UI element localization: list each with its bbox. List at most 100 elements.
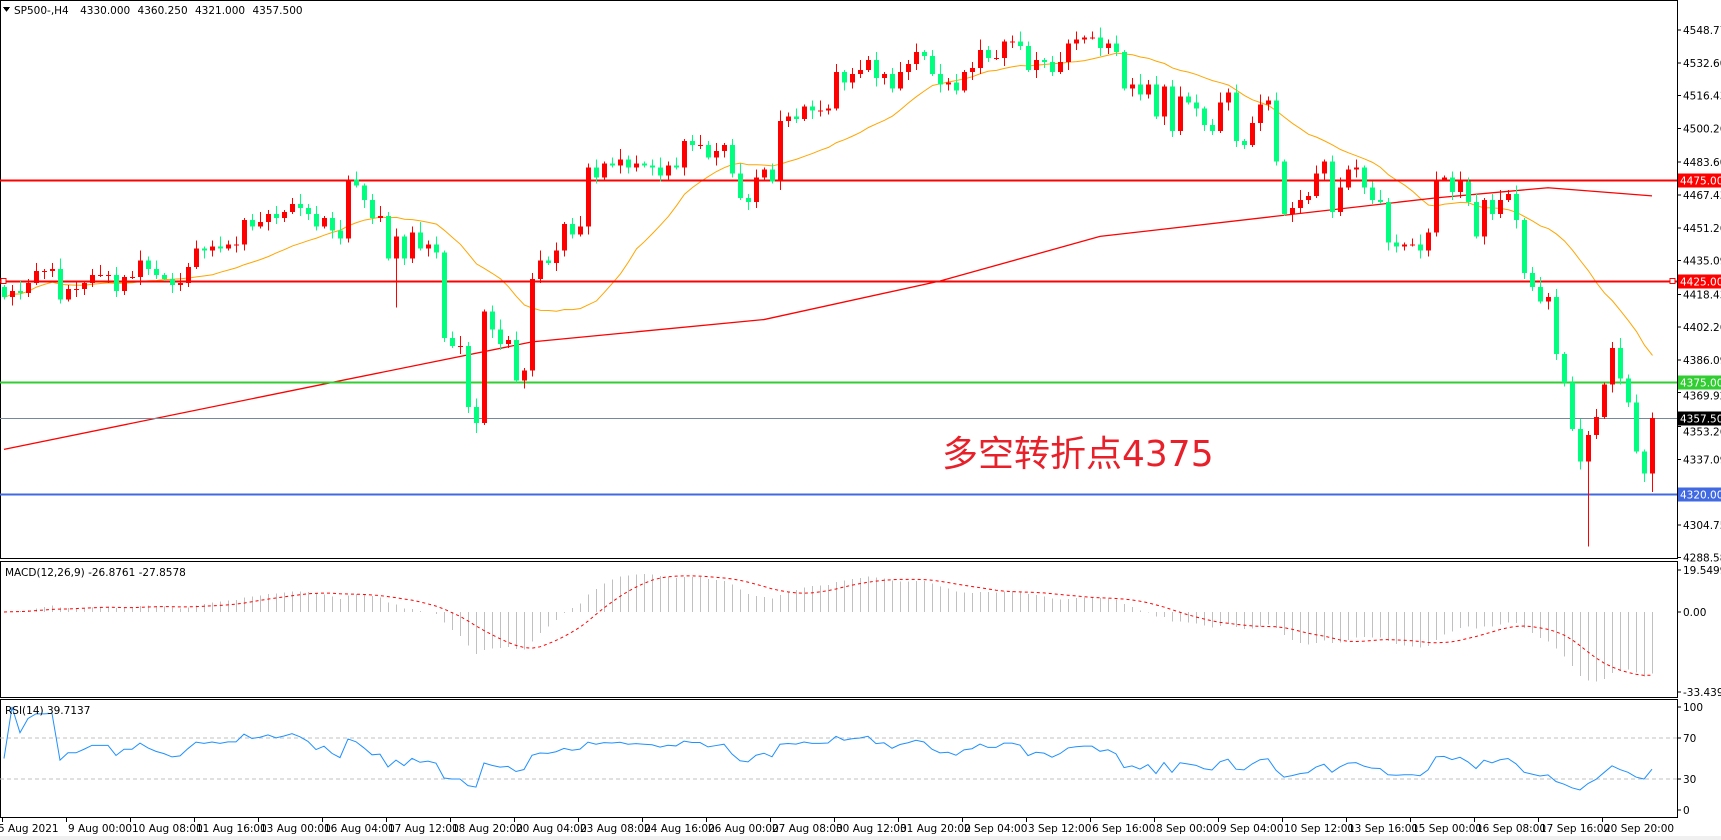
candle-body [1154, 84, 1159, 117]
candle [114, 266, 119, 298]
candle [866, 55, 871, 73]
candle-body [346, 179, 351, 239]
candle [266, 210, 271, 231]
time-tick-label: 20 Sep 20:00 [1604, 823, 1674, 835]
candle [634, 155, 639, 172]
price-tag [1678, 173, 1721, 188]
rsi-pane[interactable]: RSI(14) 39.7137 [0, 699, 1678, 818]
candle-body [394, 236, 399, 259]
candle [1026, 41, 1031, 73]
candle [1042, 57, 1047, 69]
macd-pane[interactable]: MACD(12,26,9) -26.8761 -27.8578 [0, 561, 1678, 698]
price-tag-label: 4320.000 [1680, 490, 1721, 502]
candle-body [610, 163, 615, 166]
candle [1554, 289, 1559, 361]
candle [1386, 197, 1391, 251]
candle [1642, 449, 1647, 482]
candle [826, 104, 831, 115]
macd-pane-border [0, 561, 1678, 698]
time-tick-label: 15 Sep 00:00 [1412, 823, 1482, 835]
fast-moving-average-line [4, 52, 1653, 356]
header-open: 4330.000 [80, 5, 130, 17]
candle [1050, 55, 1055, 77]
candle-body [1442, 177, 1447, 180]
candle [1578, 418, 1583, 470]
candle-body [50, 268, 55, 271]
candle-body [1562, 354, 1567, 383]
candle [762, 167, 767, 182]
candle [314, 205, 319, 231]
candle-body [58, 268, 63, 300]
candle-body [666, 165, 671, 176]
candle [802, 104, 807, 121]
candle [1146, 80, 1151, 99]
candle [946, 78, 951, 91]
candle [194, 240, 199, 269]
candle-body [186, 266, 191, 284]
candle [1258, 94, 1263, 131]
candle [418, 222, 423, 251]
time-tick-label: 2 Sep 04:00 [964, 823, 1027, 835]
candle [546, 256, 551, 265]
candle [1602, 382, 1607, 419]
candle-body [1650, 417, 1655, 474]
candle [234, 236, 239, 253]
candle [666, 161, 671, 180]
candle-body [890, 74, 895, 89]
time-tick-label: 24 Aug 16:00 [644, 823, 715, 835]
candle-body [778, 120, 783, 182]
candle-body [578, 226, 583, 235]
candle [298, 193, 303, 217]
candle [274, 205, 279, 225]
candle-body [1578, 429, 1583, 462]
price-tick-label: 4467.430 [1683, 190, 1721, 202]
candle [794, 108, 799, 123]
candle-body [730, 145, 735, 174]
candle [570, 218, 575, 239]
candle [1010, 35, 1015, 48]
annotation-text: 多空转折点4375 [942, 434, 1214, 475]
collapse-triangle-icon[interactable] [3, 7, 10, 12]
candle-body [354, 179, 359, 186]
candle-body [946, 82, 951, 85]
candle-body [682, 141, 687, 168]
candle [1498, 189, 1503, 219]
candle [810, 100, 815, 119]
candle-body [1418, 244, 1423, 251]
price-tick-label: 4532.600 [1683, 58, 1721, 70]
candle [82, 281, 87, 296]
candle-body [410, 232, 415, 259]
candle [362, 183, 367, 209]
price-tick-label: 4451.260 [1683, 223, 1721, 235]
price-pane[interactable]: SP500-,H4 4330.000 4360.250 4321.000 435… [0, 0, 1678, 559]
price-tick-label: 4418.430 [1683, 290, 1721, 302]
time-tick-label: 10 Sep 12:00 [1284, 823, 1354, 835]
level-anchor-handle [0, 278, 7, 284]
price-tag [1678, 375, 1721, 390]
time-tick-label: 26 Aug 00:00 [708, 823, 779, 835]
candle [1082, 35, 1087, 44]
candle [330, 212, 335, 239]
candle-body [474, 406, 479, 423]
candle-body [1410, 244, 1415, 246]
price-tag [1678, 411, 1721, 426]
candle [658, 157, 663, 182]
rsi-axis: 100 70 30 0 [1677, 702, 1703, 817]
candle-body [970, 68, 975, 73]
candle-body [154, 268, 159, 275]
candle [34, 262, 39, 286]
time-tick-label: 9 Sep 04:00 [1220, 823, 1283, 835]
candle-body [722, 145, 727, 152]
candle-body [650, 165, 655, 168]
candle [1106, 39, 1111, 54]
candle-body [426, 244, 431, 249]
candle [1434, 171, 1439, 237]
candle [346, 175, 351, 243]
candle-body [322, 218, 327, 227]
candle [42, 268, 47, 279]
time-tick-label: 17 Aug 12:00 [388, 823, 459, 835]
candle [738, 163, 743, 200]
candle [1066, 39, 1071, 71]
